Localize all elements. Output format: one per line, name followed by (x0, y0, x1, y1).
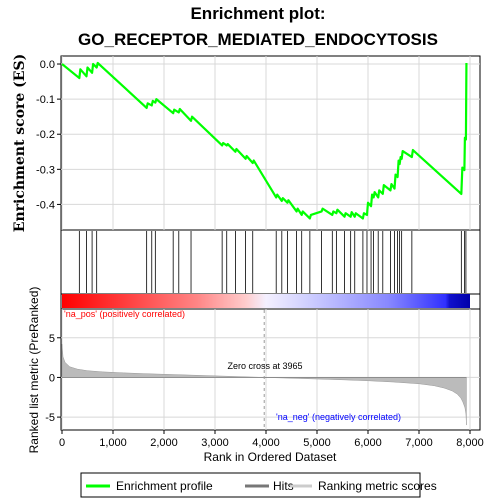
x-tick-label: 2,000 (150, 437, 178, 449)
es-tick-label: -0.1 (36, 94, 55, 106)
x-tick-label: 8,000 (456, 437, 484, 449)
x-tick-label: 5,000 (303, 437, 331, 449)
zero-cross-annotation: Zero cross at 3965 (227, 361, 302, 371)
metric-layer (61, 310, 467, 429)
legend-profile-label: Enrichment profile (116, 479, 213, 493)
enrichment-profile-line (61, 61, 468, 220)
es-tick-label: -0.4 (36, 199, 55, 211)
x-tick-label: 1,000 (99, 437, 127, 449)
es-tick-label: -0.3 (36, 164, 55, 176)
es-tick-label: 0.0 (40, 59, 55, 71)
chart-title-line2: GO_RECEPTOR_MEDIATED_ENDOCYTOSIS (78, 30, 438, 49)
ticks-layer: 0.0 -0.1 -0.2 -0.3 -0.4 5 0 -5 0 1,000 2,000 3,000 4… (36, 59, 484, 449)
metric-tick-label: -5 (45, 412, 55, 424)
hits-layer (78, 231, 467, 293)
es-layer (61, 61, 468, 220)
es-grid (61, 56, 480, 230)
chart-title-line1: Enrichment plot: (190, 4, 325, 23)
ranked-metric-area (61, 344, 467, 426)
x-tick-label: 7,000 (405, 437, 433, 449)
neg-annotation: 'na_neg' (negatively correlated) (276, 412, 401, 422)
pos-annotation: 'na_pos' (positively correlated) (64, 309, 185, 319)
hits-panel (60, 229, 481, 295)
x-axis-label: Rank in Ordered Dataset (204, 450, 337, 464)
es-panel (60, 55, 481, 231)
metric-y-axis-label: Ranked list metric (PreRanked) (27, 287, 41, 454)
es-tick-label: -0.2 (36, 129, 55, 141)
metric-panel (60, 308, 481, 431)
x-tick-label: 3,000 (201, 437, 229, 449)
es-y-axis-label: Enrichment score (ES) (12, 54, 28, 232)
ranking-color-bar (62, 294, 470, 308)
x-tick-label: 0 (59, 437, 65, 449)
metric-tick-label: 0 (49, 372, 55, 384)
legend-hits-label: Hits (273, 479, 294, 493)
x-tick-label: 6,000 (354, 437, 382, 449)
legend-metric-label: Ranking metric scores (318, 479, 437, 493)
x-tick-label: 4,000 (252, 437, 280, 449)
metric-tick-label: 5 (49, 333, 55, 345)
